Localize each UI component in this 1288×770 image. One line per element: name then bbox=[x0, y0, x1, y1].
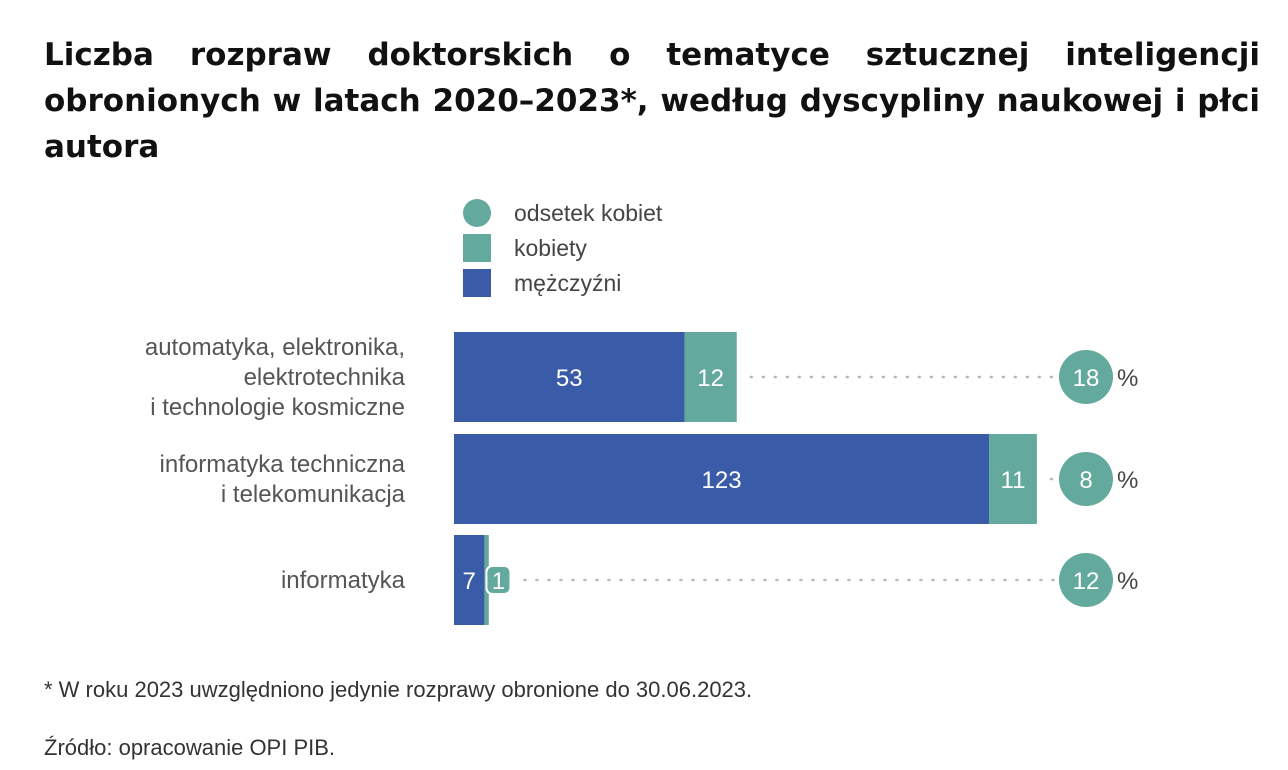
bar-men-value: 7 bbox=[463, 568, 476, 595]
share-women-value: 8 bbox=[1079, 467, 1092, 494]
share-women-marker bbox=[1059, 452, 1113, 506]
bar-men bbox=[454, 332, 685, 422]
bar-women bbox=[989, 434, 1037, 524]
share-women-unit: % bbox=[1117, 467, 1138, 494]
category-label: automatyka, elektronika, bbox=[145, 334, 405, 361]
bar-women-value: 12 bbox=[697, 365, 724, 392]
footnote: * W roku 2023 uwzględniono jedynie rozpr… bbox=[44, 677, 753, 702]
bar-row: informatyka techniczna i telekomunikacja 1… bbox=[160, 434, 1138, 524]
legend-label: odsetek kobiet bbox=[514, 200, 663, 226]
bar-men bbox=[454, 434, 990, 524]
bar-row: informatyka 7 1 12% bbox=[281, 535, 1138, 625]
legend-label: mężczyźni bbox=[514, 270, 621, 296]
bar-row: automatyka, elektronika, elektrotechnika i… bbox=[145, 332, 1138, 422]
category-label: informatyka bbox=[281, 567, 406, 594]
legend: odsetek kobiet kobiety mężczyźni bbox=[463, 199, 663, 297]
chart-canvas: odsetek kobiet kobiety mężczyźni automatyk… bbox=[145, 199, 1138, 625]
bar-women-value: 1 bbox=[492, 568, 505, 595]
legend-marker-square bbox=[463, 269, 491, 297]
share-women-value: 18 bbox=[1073, 365, 1100, 392]
bar-women-value-badge bbox=[485, 565, 512, 595]
legend-marker-circle bbox=[463, 199, 491, 227]
share-women-marker bbox=[1059, 350, 1113, 404]
category-label: i technologie kosmiczne bbox=[150, 394, 405, 421]
chart-title: Liczba rozpraw doktorskich o tematyce sz… bbox=[44, 37, 1260, 165]
source-note: Źródło: opracowanie OPI PIB. bbox=[44, 735, 336, 760]
category-label: i telekomunikacja bbox=[221, 481, 406, 508]
chart-rows: automatyka, elektronika, elektrotechnika i… bbox=[145, 332, 1138, 625]
legend-marker-square bbox=[463, 234, 491, 262]
category-label: elektrotechnika bbox=[244, 364, 406, 391]
bar-men-value: 53 bbox=[556, 365, 583, 392]
bar-women bbox=[684, 332, 737, 422]
share-women-value: 12 bbox=[1073, 568, 1100, 595]
bar-men-value: 123 bbox=[702, 467, 742, 494]
share-women-unit: % bbox=[1117, 568, 1138, 595]
share-women-unit: % bbox=[1117, 365, 1138, 392]
bar-men bbox=[454, 535, 485, 625]
legend-label: kobiety bbox=[514, 235, 587, 261]
share-women-marker bbox=[1059, 553, 1113, 607]
category-label: informatyka techniczna bbox=[160, 451, 406, 478]
bar-women-value: 11 bbox=[1001, 467, 1026, 494]
